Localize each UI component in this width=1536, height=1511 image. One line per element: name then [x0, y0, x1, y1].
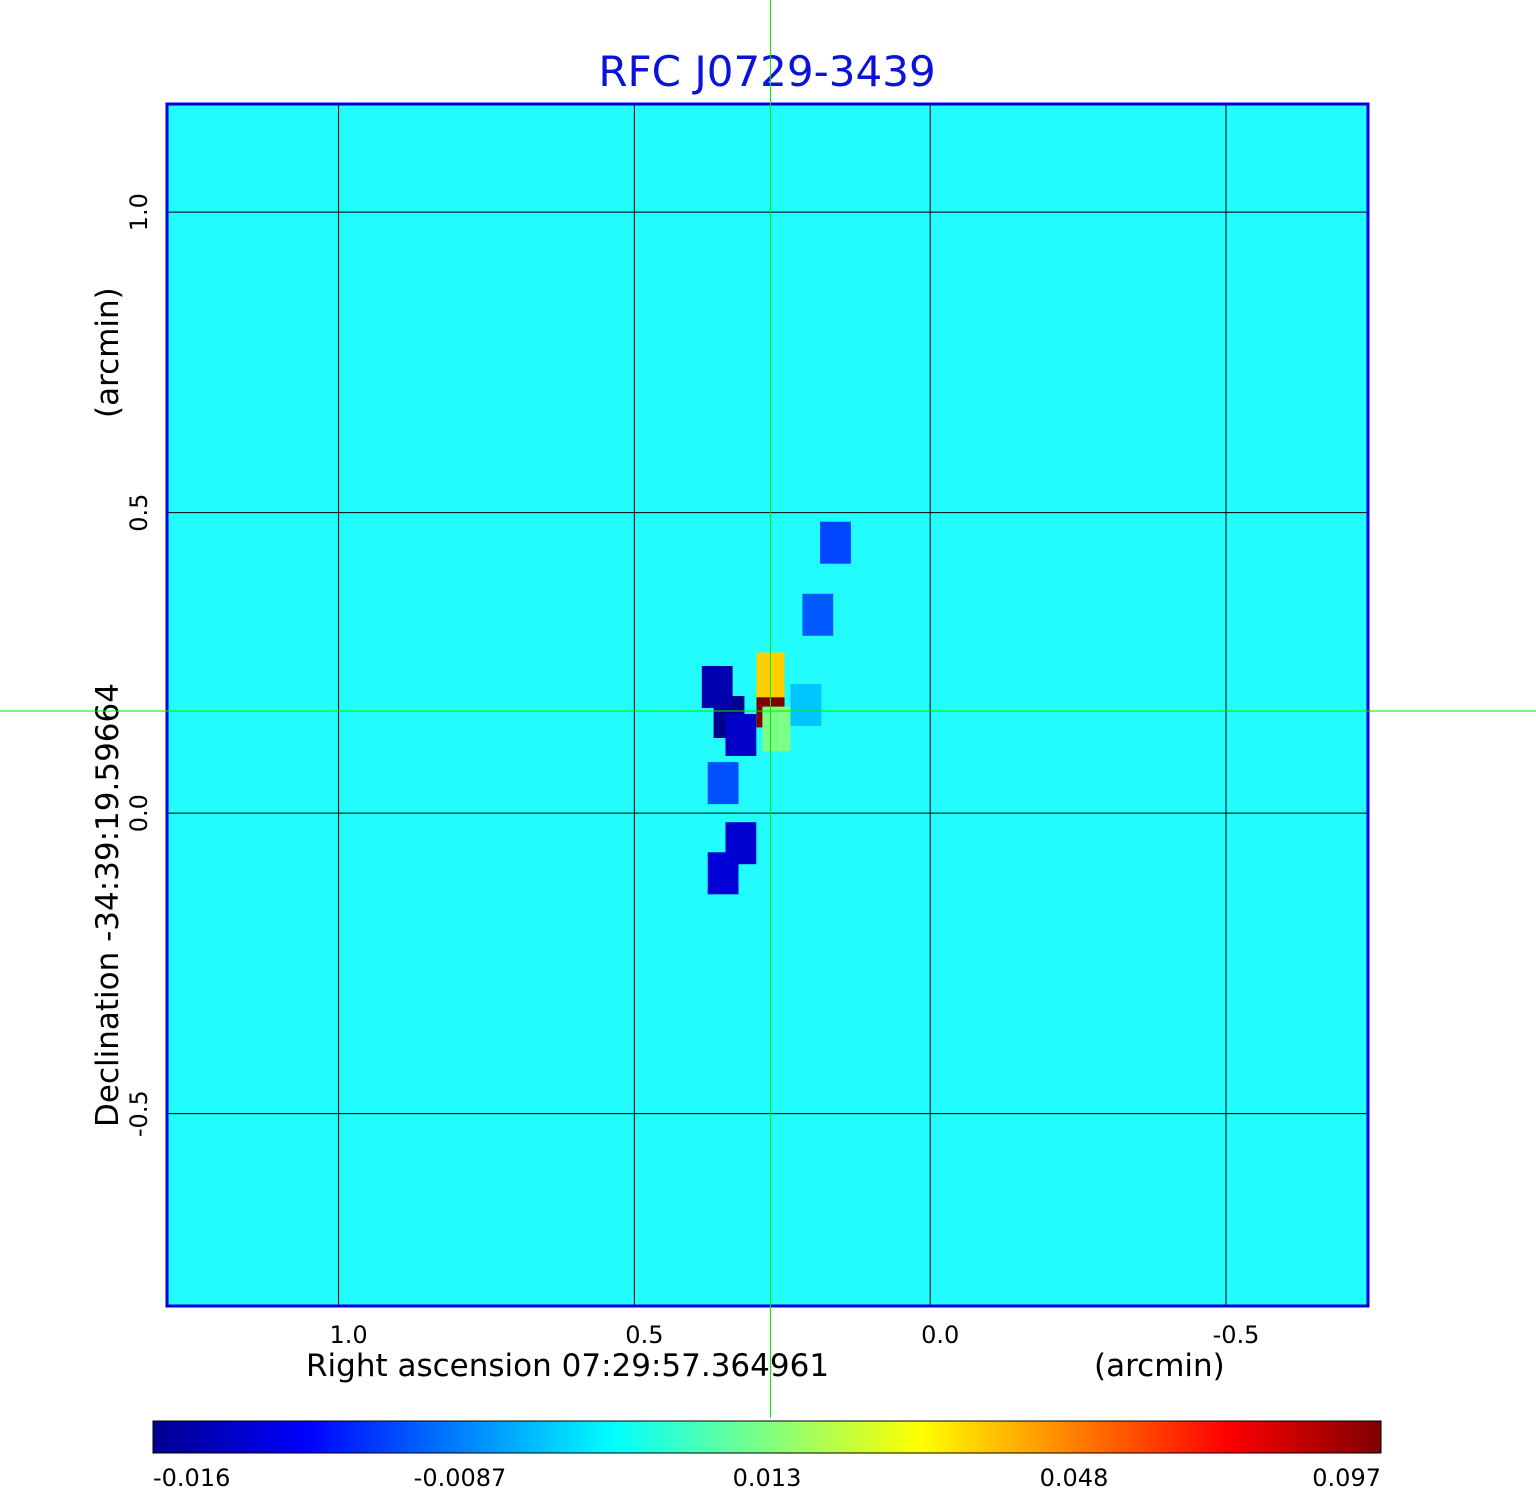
feature-9 — [802, 593, 834, 636]
plot-frame — [165, 102, 1370, 1308]
y-tick-labels: 1.0 0.5 0.0 -0.5 — [125, 193, 153, 1137]
colorbar — [152, 1420, 1382, 1454]
x-tick-label: 0.5 — [625, 1321, 663, 1349]
x-tick-label: -0.5 — [1213, 1321, 1260, 1349]
feature-6 — [725, 714, 757, 756]
colorbar-tick-label: 0.013 — [733, 1464, 802, 1492]
feature-2 — [762, 706, 791, 752]
feature-11 — [707, 762, 739, 805]
colorbar-tick-label: 0.097 — [1312, 1464, 1381, 1492]
colorbar-ticks: -0.016 -0.0087 0.013 0.048 0.097 — [153, 1464, 1381, 1492]
y-axis-unit: (arcmin) — [90, 287, 126, 418]
y-axis-title: Declination -34:39:19.59664 — [90, 683, 126, 1127]
x-axis-title: Right ascension 07:29:57.364961 — [306, 1348, 829, 1384]
coordinate-grid — [167, 104, 1368, 1306]
y-tick-label: 0.0 — [125, 794, 153, 832]
emission-features — [701, 521, 851, 895]
y-tick-label: 0.5 — [125, 494, 153, 532]
y-tick-label: 1.0 — [125, 193, 153, 231]
feature-3 — [790, 684, 822, 726]
feature-8 — [707, 852, 739, 895]
x-axis-unit: (arcmin) — [1094, 1348, 1225, 1384]
colorbar-tick-label: 0.048 — [1040, 1464, 1109, 1492]
y-tick-label: -0.5 — [125, 1090, 153, 1137]
colorbar-tick-label: -0.0087 — [414, 1464, 507, 1492]
feature-10 — [820, 521, 851, 564]
feature-5 — [701, 666, 733, 708]
x-tick-labels: 1.0 0.5 0.0 -0.5 — [329, 1321, 1259, 1349]
colorbar-tick-label: -0.016 — [153, 1464, 230, 1492]
chart-title: RFC J0729-3439 — [598, 47, 935, 96]
x-tick-label: 1.0 — [329, 1321, 367, 1349]
x-tick-label: 0.0 — [921, 1321, 959, 1349]
